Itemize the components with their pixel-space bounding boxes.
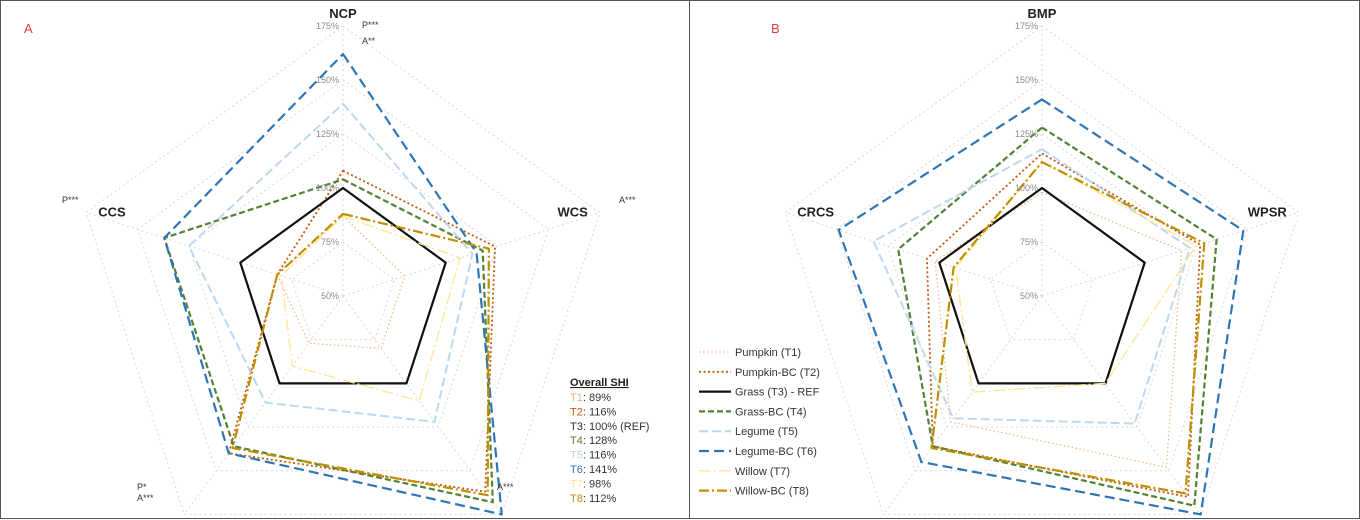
tick-label: 75% [1020, 237, 1038, 247]
legend-label-t6: Legume-BC (T6) [735, 446, 817, 458]
panel-letter-a: A [24, 21, 33, 36]
shi-value: : 100% (REF) [583, 421, 650, 433]
legend-label-t7: Willow (T7) [735, 466, 790, 478]
series-t5-polygon [187, 102, 474, 423]
panel-letter-b: B [771, 21, 780, 36]
tick-label: 75% [321, 237, 339, 247]
panel-a-frame [0, 0, 690, 519]
series-t2-polygon [926, 152, 1202, 498]
series-t4-polygon [163, 178, 494, 504]
tick-label: 150% [316, 75, 339, 85]
series-t5-polygon [872, 148, 1191, 425]
shi-value: : 116% [583, 406, 617, 418]
series-t8-polygon [930, 160, 1206, 495]
axis-label-wcs: WCS [557, 205, 588, 220]
overall-shi-item: T8: 112% [570, 493, 616, 505]
overall-shi-title: Overall SHI [570, 377, 629, 389]
axis-label-ncp: NCP [329, 6, 357, 21]
shi-key: T8 [570, 493, 583, 505]
shi-key: T1 [570, 392, 583, 404]
legend-label-t4: Grass-BC (T4) [735, 406, 807, 418]
axis-label-crcs: CRCS [797, 205, 834, 220]
tick-label: 125% [1015, 129, 1038, 139]
shi-key: T6 [570, 464, 583, 476]
significance-label-ssm: P* [137, 482, 147, 492]
shi-value: : 112% [583, 493, 617, 505]
overall-shi-item: T3: 100% (REF) [570, 421, 649, 433]
tick-label: 125% [316, 129, 339, 139]
significance-label-ssm: A*** [137, 493, 154, 503]
significance-label-ccs: P*** [62, 195, 79, 205]
tick-label: 175% [316, 21, 339, 31]
tick-label: 100% [1015, 183, 1038, 193]
grid-spoke [1041, 295, 1202, 515]
grid-ring [136, 79, 550, 472]
series-t2-polygon [227, 169, 496, 493]
legend-label-t3: Grass (T3) - REF [735, 387, 820, 399]
legend-label-t8: Willow-BC (T8) [735, 486, 809, 498]
axis-label-ccs: CCS [98, 205, 126, 220]
legend-label-t2: Pumpkin-BC (T2) [735, 367, 820, 379]
shi-value: : 89% [583, 392, 611, 404]
tick-label: 150% [1015, 75, 1038, 85]
shi-key: T5 [570, 450, 583, 462]
tick-label: 175% [1015, 21, 1038, 31]
grid-spoke [882, 295, 1043, 515]
grid-spoke [342, 295, 503, 515]
overall-shi-item: T2: 116% [570, 406, 616, 418]
shi-key: T4 [570, 435, 583, 447]
series-t3-polygon [239, 186, 447, 385]
grid-ring [188, 133, 498, 428]
shi-key: T7 [570, 478, 583, 490]
significance-label-wcs: A*** [619, 195, 636, 205]
series-t1-polygon [934, 191, 1183, 468]
grid-spoke [1041, 212, 1299, 297]
axis-label-wpsr: WPSR [1248, 205, 1288, 220]
grid-spoke [785, 212, 1043, 297]
series-t1-polygon [276, 215, 406, 350]
series-t6-polygon [163, 52, 503, 516]
series-t7-polygon [955, 161, 1197, 393]
overall-shi-item: T7: 98% [570, 478, 611, 490]
legend-label-t1: Pumpkin (T1) [735, 347, 801, 359]
grid-spoke [86, 212, 344, 297]
series-t7-polygon [280, 215, 461, 402]
overall-shi-item: T1: 89% [570, 392, 611, 404]
tick-label: 100% [316, 183, 339, 193]
tick-label: 50% [1020, 291, 1038, 301]
grid-ring [835, 79, 1249, 472]
overall-shi-item: T4: 128% [570, 435, 617, 447]
shi-value: : 141% [583, 464, 617, 476]
overall-shi-item: T5: 116% [570, 450, 616, 462]
shi-value: : 98% [583, 478, 611, 490]
grid-ring [887, 133, 1197, 428]
grid-spoke [183, 295, 344, 515]
shi-key: T3 [570, 421, 583, 433]
series-t3-polygon [938, 186, 1146, 385]
legend-label-t5: Legume (T5) [735, 426, 798, 438]
tick-label: 50% [321, 291, 339, 301]
significance-label-ncp: P*** [362, 20, 379, 30]
series-t8-polygon [231, 212, 490, 497]
axis-label-bmp: BMP [1028, 6, 1057, 21]
significance-label-ncp: A** [362, 36, 376, 46]
series-t6-polygon [837, 98, 1245, 516]
shi-key: T2 [570, 406, 583, 418]
overall-shi-item: T6: 141% [570, 464, 617, 476]
significance-label-pad: A*** [497, 482, 514, 492]
shi-value: : 116% [583, 450, 617, 462]
shi-value: : 128% [583, 435, 617, 447]
series-t4-polygon [897, 126, 1218, 507]
